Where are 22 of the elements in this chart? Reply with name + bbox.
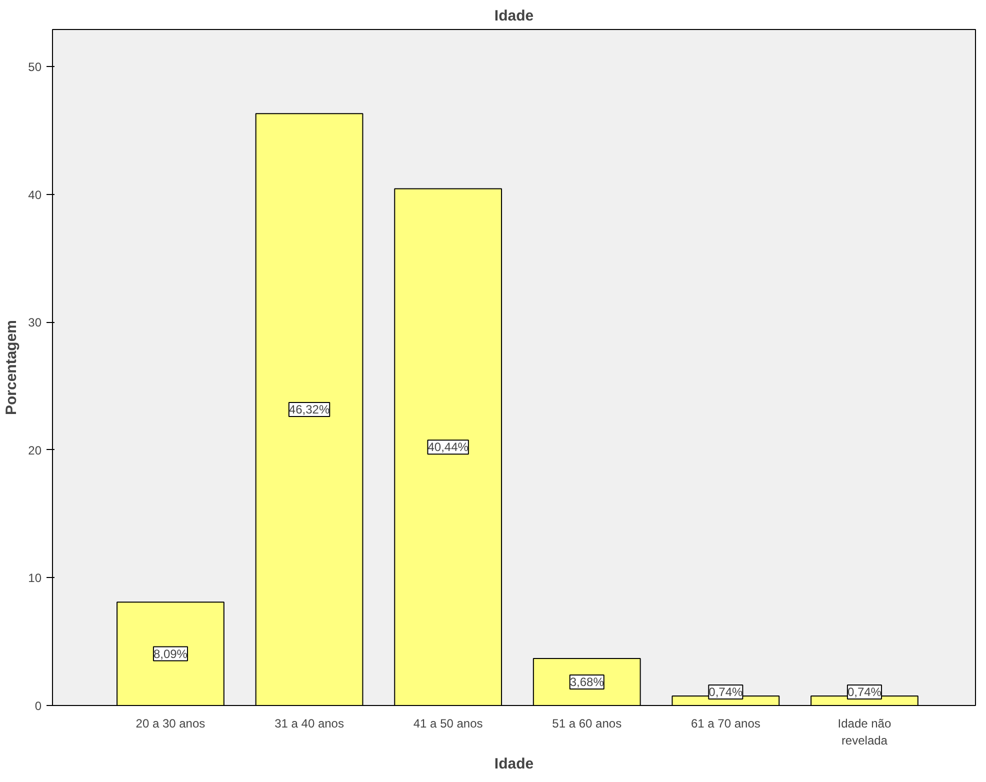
bar [116, 602, 224, 706]
y-tick-label: 10 [28, 571, 42, 586]
x-tick-label: 41 a 50 anos [413, 716, 483, 730]
y-tick-label: 40 [28, 188, 42, 202]
bar [394, 188, 502, 706]
y-tick-label: 50 [28, 60, 42, 74]
x-tick-label: 51 a 60 anos [552, 716, 622, 730]
data-label: 8,09% [153, 646, 188, 661]
y-axis-title: Porcentagem [3, 320, 20, 416]
x-tick-label: 61 a 70 anos [690, 716, 760, 730]
x-tick-label: 31 a 40 anos [274, 716, 344, 730]
y-tick-label: 0 [34, 699, 42, 713]
x-tick-label: 20 a 30 anos [136, 716, 206, 730]
x-tick-label: Idade não revelada [838, 716, 892, 748]
data-label: 0,74% [847, 684, 882, 699]
y-tick-label: 20 [28, 443, 42, 458]
bar [255, 113, 364, 706]
y-tick-label: 30 [28, 316, 42, 330]
bar [532, 658, 641, 706]
chart-title: Idade [494, 8, 534, 24]
x-axis-title: Idade [494, 755, 534, 772]
data-label: 3,68% [570, 674, 604, 689]
